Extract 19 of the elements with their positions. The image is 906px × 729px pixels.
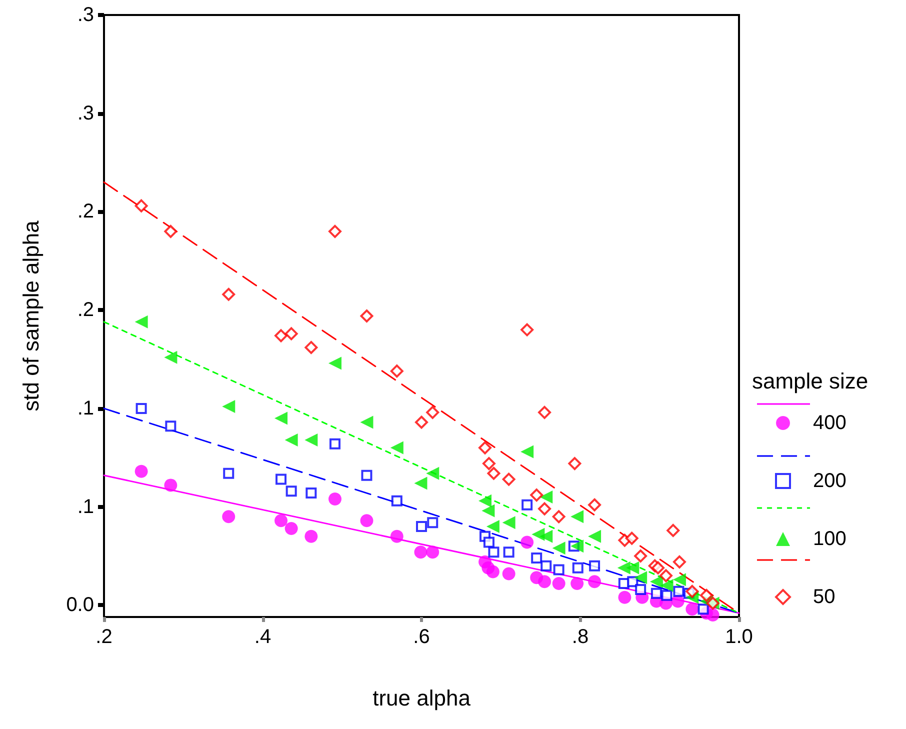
y-axis-title: std of sample alpha (18, 220, 44, 412)
x-tick-label: .8 (572, 626, 589, 648)
y-tick-label: .2 (77, 200, 94, 223)
y-tick-label: 0.0 (66, 594, 94, 616)
legend-label: 100 (813, 528, 846, 550)
legend-label: 200 (813, 470, 846, 492)
y-tick-label: .1 (77, 397, 94, 420)
x-axis-title: true alpha (372, 686, 472, 710)
x-tick-label: .4 (254, 626, 272, 648)
legend-title: sample size (752, 368, 868, 394)
x-tick-label: .6 (413, 626, 430, 648)
x-tick-label: 1.0 (725, 626, 753, 648)
y-tick-label: .1 (77, 496, 94, 518)
y-tick-label: .3 (77, 102, 94, 124)
legend-label: 400 (813, 412, 846, 434)
y-tick-label: .3 (77, 4, 94, 26)
legend-label: 50 (813, 586, 836, 608)
x-tick-label: .2 (96, 626, 112, 648)
y-tick-label: .2 (77, 299, 94, 322)
